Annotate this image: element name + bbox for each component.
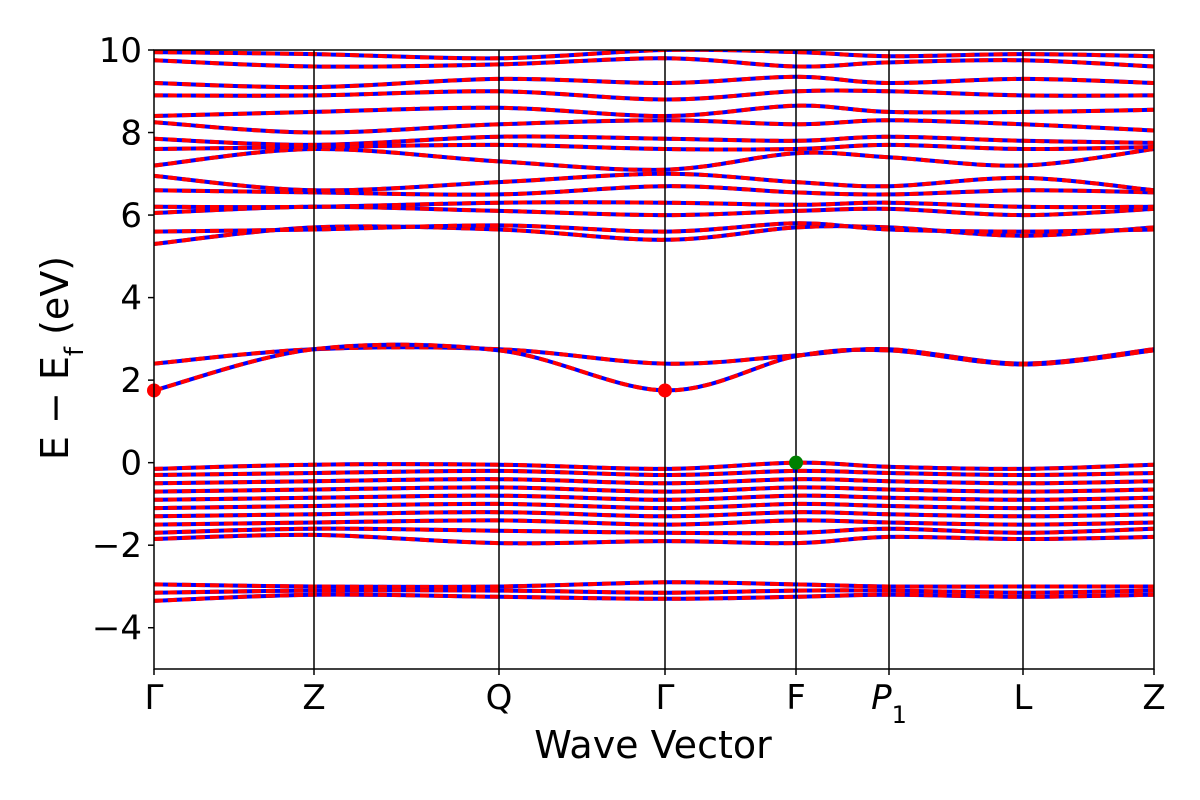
y-axis-ticks: −4 −2 0 2 4 6 8 10 xyxy=(92,31,154,649)
band-28-spin-up xyxy=(154,580,1154,589)
band-22-spin-up xyxy=(154,493,1154,502)
y-tick-label-3: 2 xyxy=(120,361,142,401)
x-tick-label-3: Γ xyxy=(656,678,675,718)
x-tick-label-4: F xyxy=(786,678,806,718)
band-17-spin-up xyxy=(154,50,1154,61)
band-25-spin-up xyxy=(154,518,1154,527)
band-6-spin-down xyxy=(154,200,1154,210)
band-6-spin-up xyxy=(154,200,1154,210)
band-23-spin-up xyxy=(154,501,1154,511)
band-30-spin-down xyxy=(154,592,1154,603)
band-14-spin-down xyxy=(154,88,1154,102)
band-24-spin-down xyxy=(154,510,1154,519)
band-22-spin-down xyxy=(154,493,1154,502)
band-11-spin-down xyxy=(154,134,1154,147)
band-20-spin-up xyxy=(154,477,1154,486)
x-tick-label-5: P1 xyxy=(871,678,907,729)
x-axis-label: Wave Vector xyxy=(534,723,772,767)
band-11-spin-up xyxy=(154,134,1154,147)
plot-frame xyxy=(153,49,1155,670)
bands-layer xyxy=(154,50,1154,603)
y-tick-label-4: 4 xyxy=(120,279,142,319)
band-26-spin-down xyxy=(154,526,1154,536)
x-axis-ticks: Γ Z Q Γ F P1 L Z xyxy=(145,669,1166,729)
band-21-spin-down xyxy=(154,485,1154,494)
band-19-spin-down xyxy=(154,468,1154,478)
y-tick-label-7: 10 xyxy=(99,31,142,71)
band-12-spin-up xyxy=(154,118,1154,135)
band-25-spin-down xyxy=(154,518,1154,527)
band-14-spin-up xyxy=(154,88,1154,102)
band-30-spin-up xyxy=(154,592,1154,603)
band-15-spin-down xyxy=(154,74,1154,90)
band-28-spin-down xyxy=(154,580,1154,589)
x-tick-label-0: Γ xyxy=(145,678,164,718)
band-10-spin-up xyxy=(154,142,1154,152)
band-27-spin-down xyxy=(154,532,1154,546)
band-9-spin-down xyxy=(154,146,1154,172)
band-4-spin-up xyxy=(154,221,1154,234)
band-26-spin-up xyxy=(154,526,1154,536)
band-24-spin-up xyxy=(154,510,1154,519)
band-2-spin-up xyxy=(154,342,1154,393)
band-23-spin-down xyxy=(154,501,1154,511)
band-21-spin-up xyxy=(154,485,1154,494)
band-3-spin-up xyxy=(154,224,1154,246)
band-19-spin-up xyxy=(154,468,1154,478)
x-tick-label-2: Q xyxy=(486,678,513,718)
band-12-spin-down xyxy=(154,118,1154,135)
x-tick-label-1: Z xyxy=(302,678,325,718)
y-tick-label-6: 8 xyxy=(120,114,142,154)
y-tick-label-5: 6 xyxy=(120,196,142,236)
vbm-marker-2 xyxy=(789,455,803,470)
band-13-spin-down xyxy=(154,103,1154,119)
band-20-spin-down xyxy=(154,477,1154,486)
band-27-spin-up xyxy=(154,532,1154,546)
band-edge-markers xyxy=(147,383,803,470)
band-7-spin-up xyxy=(154,184,1154,197)
band-16-spin-up xyxy=(154,56,1154,69)
band-18-spin-down xyxy=(154,460,1154,471)
y-axis-label: E − Ef (eV) xyxy=(33,256,90,460)
high-symmetry-lines xyxy=(313,50,1024,669)
band-13-spin-up xyxy=(154,103,1154,119)
band-8-spin-up xyxy=(154,171,1154,193)
band-15-spin-up xyxy=(154,74,1154,90)
y-tick-label-1: −2 xyxy=(92,526,142,566)
y-tick-label-2: 0 xyxy=(120,444,142,484)
band-29-spin-down xyxy=(154,588,1154,595)
x-tick-label-7: Z xyxy=(1142,678,1165,718)
y-tick-label-0: −4 xyxy=(92,609,142,649)
band-29-spin-up xyxy=(154,588,1154,595)
band-18-spin-up xyxy=(154,460,1154,471)
x-tick-label-6: L xyxy=(1014,678,1033,718)
band-9-spin-up xyxy=(154,146,1154,172)
band-16-spin-down xyxy=(154,56,1154,69)
cbm-marker-1 xyxy=(658,383,672,398)
